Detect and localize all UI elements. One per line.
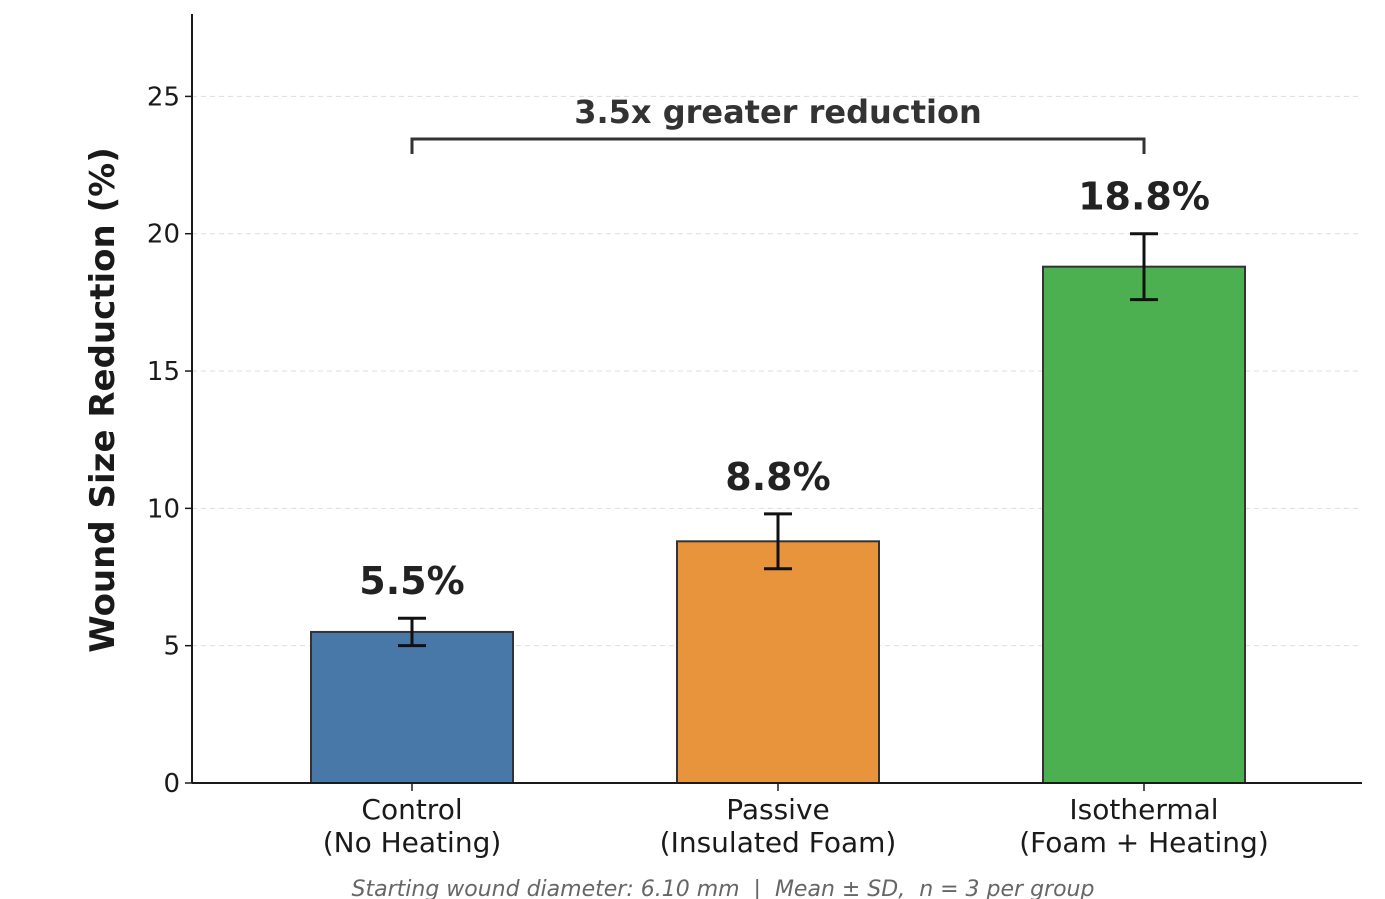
- value-label: 18.8%: [1078, 175, 1210, 219]
- bars: [310, 232, 1246, 784]
- error-bar: [764, 512, 792, 571]
- bar: [310, 630, 514, 784]
- y-tick-label: 15: [147, 357, 180, 387]
- labels: 5.5% Control (No Heating) 8.8% Passive (Insul…: [323, 175, 1269, 859]
- bar: [676, 540, 880, 784]
- bracket-label: 3.5x greater reduction: [574, 93, 982, 131]
- error-bar: [398, 616, 426, 648]
- bar: [1042, 265, 1246, 784]
- y-tick-label: 0: [163, 769, 180, 799]
- x-tick-label: Isothermal (Foam + Heating): [1019, 793, 1269, 859]
- value-label: 8.8%: [725, 455, 830, 499]
- y-tick-label: 5: [163, 632, 180, 662]
- y-tick-label: 20: [147, 220, 180, 250]
- value-label: 5.5%: [359, 559, 464, 603]
- y-tick-label: 10: [147, 494, 180, 524]
- error-bar: [1130, 232, 1158, 302]
- comparison-bracket: 3.5x greater reduction: [410, 93, 1146, 154]
- x-tick-label: Control (No Heating): [323, 793, 502, 859]
- y-axis-label: Wound Size Reduction (%): [83, 147, 123, 652]
- axes: 0 5 10 15 20 25: [147, 14, 1362, 799]
- footnote: Starting wound diameter: 6.10 mm | Mean …: [352, 877, 1095, 899]
- bracket-line: [410, 137, 1146, 154]
- x-tick-label: Passive (Insulated Foam): [660, 793, 897, 859]
- y-tick-label: 25: [147, 82, 180, 112]
